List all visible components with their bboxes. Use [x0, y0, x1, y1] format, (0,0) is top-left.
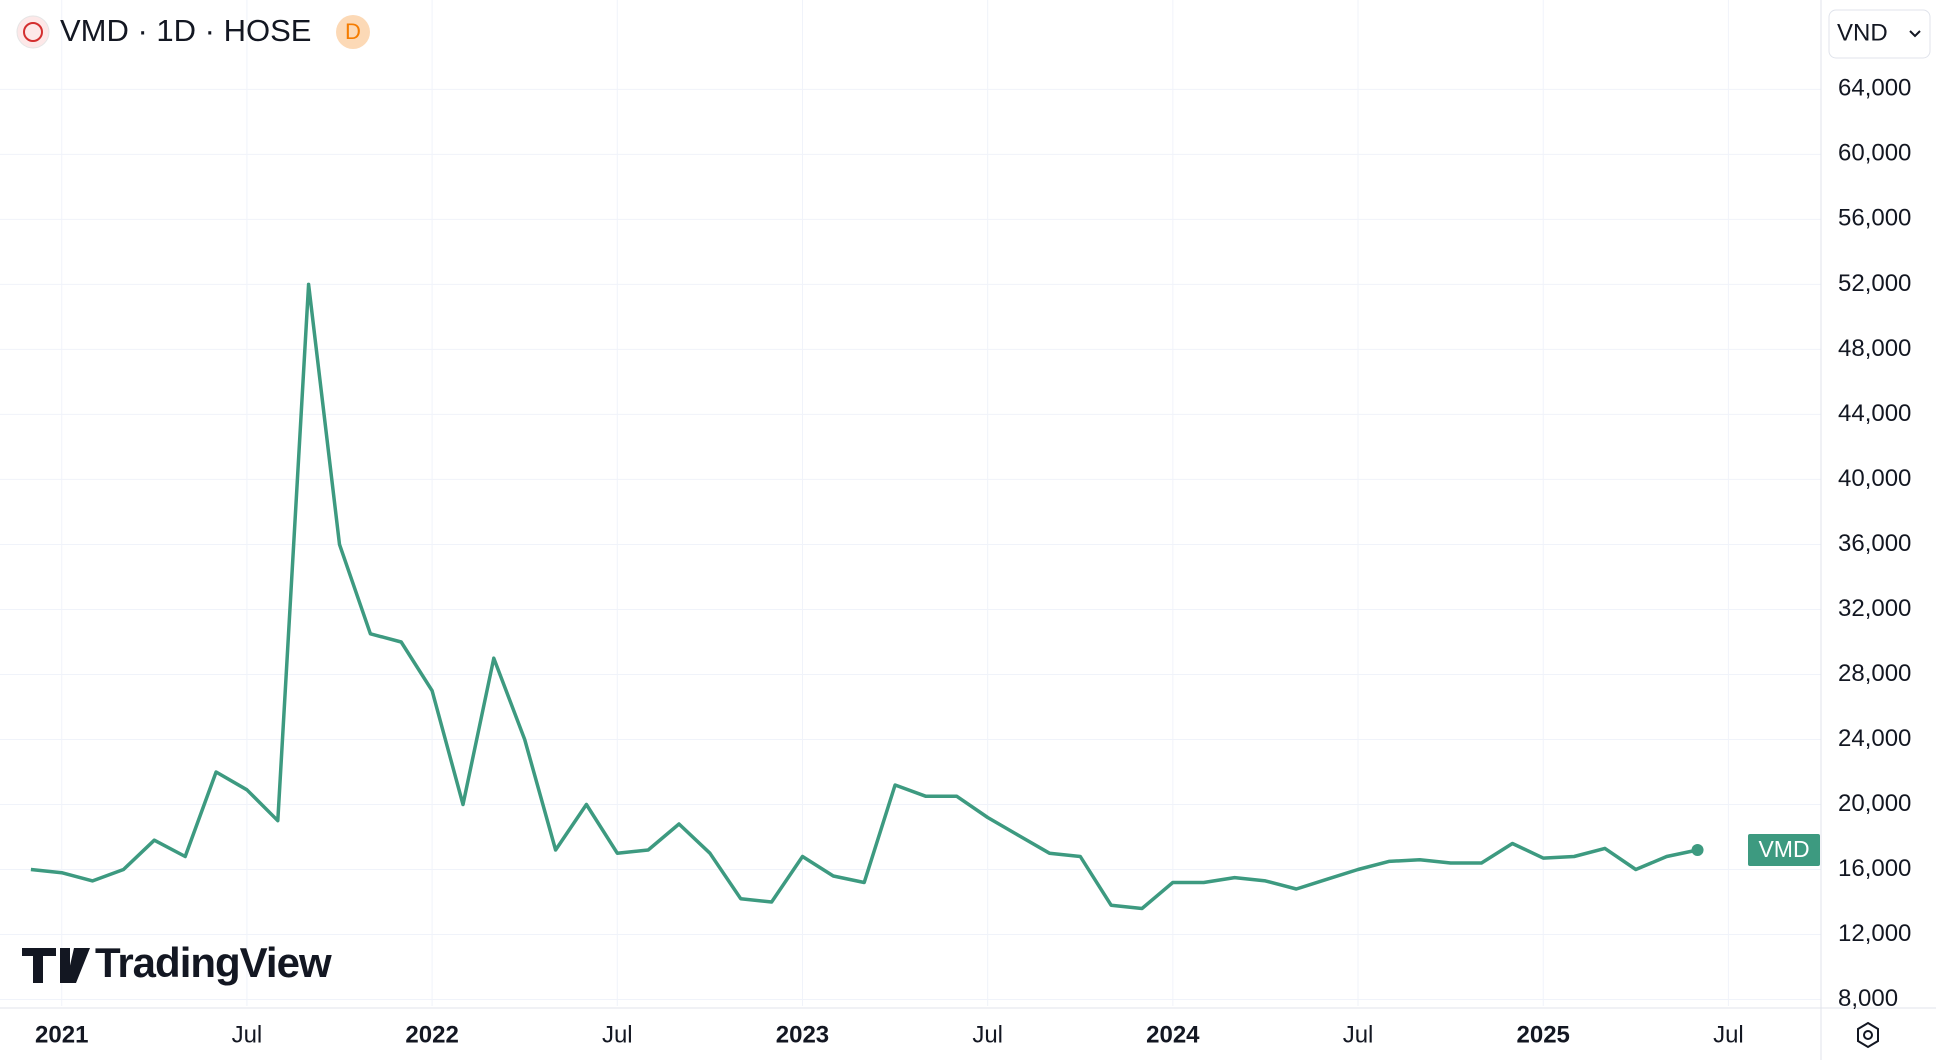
y-tick-label: 8,000 [1838, 985, 1898, 1012]
currency-label: VND [1837, 19, 1888, 46]
interval-badge: D [345, 19, 361, 44]
x-tick-label: 2024 [1146, 1021, 1200, 1048]
y-tick-label: 24,000 [1838, 725, 1911, 752]
y-tick-label: 40,000 [1838, 465, 1911, 492]
y-tick-label: 36,000 [1838, 530, 1911, 557]
series-name-label: VMD [1758, 836, 1809, 862]
y-tick-label: 12,000 [1838, 920, 1911, 947]
watermark: TradingView [95, 939, 332, 986]
settings-icon-center [1863, 1030, 1873, 1040]
grid [0, 0, 1821, 1006]
y-tick-label: 64,000 [1838, 75, 1911, 102]
x-tick-label: Jul [602, 1021, 633, 1048]
x-tick-label: 2023 [776, 1021, 829, 1048]
last-point [1691, 843, 1704, 856]
symbol-logo [16, 15, 50, 49]
x-tick-label: 2021 [35, 1021, 88, 1048]
watermark-logo [22, 948, 90, 983]
x-tick-label: Jul [232, 1021, 263, 1048]
dropdown-arrow [1909, 30, 1921, 38]
currency-dropdown[interactable] [1828, 9, 1931, 59]
settings-icon[interactable] [1857, 1021, 1879, 1049]
badge [336, 15, 370, 49]
y-tick-label: 60,000 [1838, 140, 1911, 167]
y-tick-label: 16,000 [1838, 855, 1911, 882]
x-tick-label: 2025 [1517, 1021, 1570, 1048]
x-tick-label: Jul [1713, 1021, 1744, 1048]
y-tick-label: 28,000 [1838, 660, 1911, 687]
x-tick-label: Jul [972, 1021, 1003, 1048]
y-tick-label: 32,000 [1838, 595, 1911, 622]
chart-title: VMD · 1D · HOSE [60, 13, 311, 48]
x-tick-label: 2022 [405, 1021, 458, 1048]
y-tick-label: 20,000 [1838, 790, 1911, 817]
price-line [30, 282, 1698, 911]
y-tick-label: 48,000 [1838, 335, 1911, 362]
y-tick-label: 52,000 [1838, 270, 1911, 297]
y-tick-label: 44,000 [1838, 400, 1911, 427]
y-tick-label: 56,000 [1838, 205, 1911, 232]
last-price-badge [1748, 833, 1820, 866]
x-tick-label: Jul [1343, 1021, 1374, 1048]
symbol-logo-ring [23, 22, 43, 42]
